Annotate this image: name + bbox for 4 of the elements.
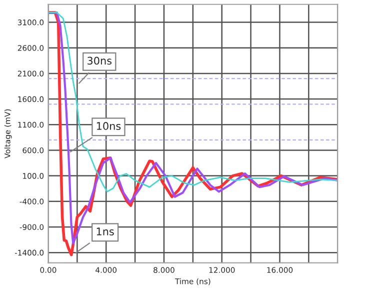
annotation: 30ns [88,56,112,65]
annotation: 10ns [96,122,121,130]
line-series [48,12,338,192]
annotation: 1ns [96,228,114,236]
